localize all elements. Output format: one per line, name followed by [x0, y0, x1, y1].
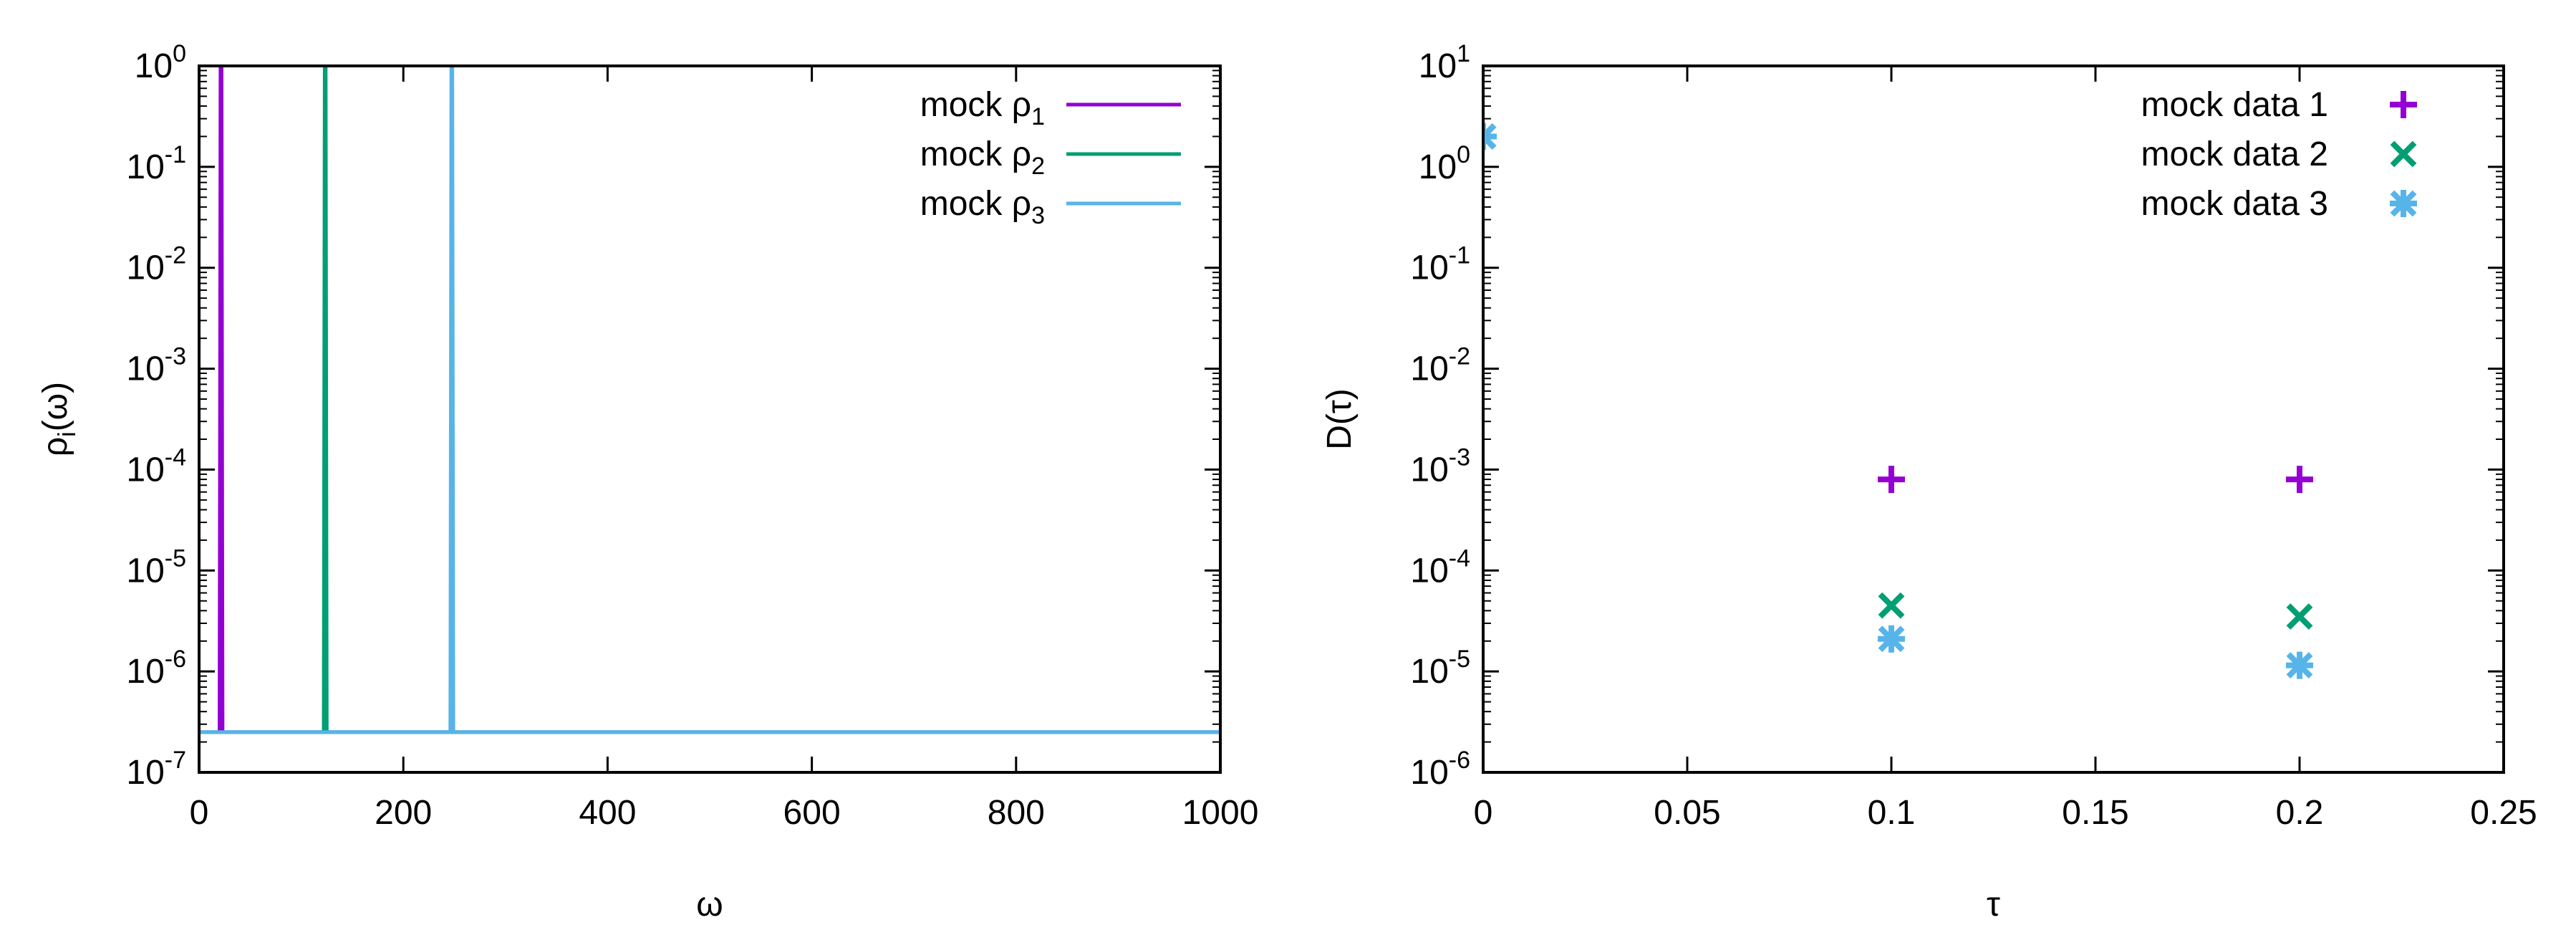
y-tick-label: 10-6	[1410, 747, 1470, 792]
y-tick-label: 10-1	[1410, 242, 1470, 287]
correlator-panel: 10-6 10-5 10-4 10-3 10-2 10-1 100 101 0 0.05 0.1 0.…	[1321, 40, 2537, 924]
marker-stroke	[1878, 592, 1905, 619]
y-tick-label: 100	[135, 40, 186, 85]
x-tick-label: 0.15	[2062, 794, 2128, 832]
x-tick-label: 0.1	[1868, 794, 1916, 832]
x-tick-label: 1000	[1182, 794, 1259, 832]
marker-stroke	[2390, 190, 2417, 217]
legend-label: mock ρ2	[920, 135, 1045, 180]
plot-frame	[198, 64, 1222, 774]
x-tick-label: 0.2	[2276, 794, 2324, 832]
marker-stroke	[2286, 603, 2313, 630]
y-tick-label: 10-6	[126, 646, 186, 691]
legend-label: mock data 1	[2141, 86, 2328, 124]
legend-label: mock data 3	[2141, 185, 2328, 223]
data-point-cross	[1878, 592, 1905, 619]
x-tick-label: 0.25	[2470, 794, 2537, 832]
x-axis-label: ω	[696, 886, 723, 924]
data-point-plus	[2286, 466, 2313, 494]
marker-stroke	[2390, 140, 2417, 168]
legend-label: mock ρ1	[920, 86, 1045, 130]
y-tick-label: 10-2	[126, 242, 186, 287]
y-tick-label: 10-5	[1410, 646, 1470, 691]
legend-label: mock data 2	[2141, 135, 2328, 173]
legend-marker-cross	[2390, 140, 2417, 168]
plot-frame	[1482, 64, 2505, 774]
legend-marker-plus	[2390, 91, 2417, 118]
marker-stroke	[1483, 123, 1497, 141]
data-point-cross	[2286, 603, 2313, 630]
y-tick-label: 100	[1419, 141, 1470, 186]
x-tick-label: 0.05	[1654, 794, 1720, 832]
y-tick-label: 10-3	[1410, 443, 1470, 489]
y-tick-label: 10-2	[1410, 343, 1470, 388]
marker-stroke	[1878, 625, 1905, 653]
y-tick-label: 10-7	[126, 747, 186, 792]
data-point-star	[1483, 123, 1497, 150]
series-line	[199, 66, 1220, 734]
y-tick-label: 10-4	[126, 443, 186, 489]
x-tick-label: 400	[579, 794, 636, 832]
x-tick-label: 800	[988, 794, 1045, 832]
data-point-star	[2286, 651, 2313, 679]
legend-marker-star	[2390, 190, 2417, 217]
y-tick-label: 10-3	[126, 343, 186, 388]
data-layer	[1483, 123, 2313, 679]
marker-stroke	[1483, 132, 1497, 150]
y-axis-label: D(τ)	[1321, 388, 1359, 450]
y-tick-label: 10-4	[1410, 545, 1470, 590]
x-tick-label: 200	[375, 794, 432, 832]
y-tick-label: 10-5	[126, 545, 186, 590]
data-point-plus	[1878, 466, 1905, 494]
y-tick-label: 101	[1419, 40, 1470, 85]
x-axis-label: τ	[1987, 886, 2000, 924]
y-tick-label: 10-1	[126, 141, 186, 186]
x-tick-label: 600	[783, 794, 841, 832]
x-tick-label: 0	[1474, 794, 1493, 832]
series-line	[199, 66, 1220, 734]
legend-label: mock ρ3	[920, 185, 1045, 229]
data-layer	[199, 66, 1220, 734]
y-axis-label: ρi(ω)	[37, 382, 81, 456]
data-point-star	[1878, 625, 1905, 653]
marker-stroke	[2286, 652, 2313, 679]
x-tick-label: 0	[190, 794, 209, 832]
series-line	[199, 66, 1220, 734]
